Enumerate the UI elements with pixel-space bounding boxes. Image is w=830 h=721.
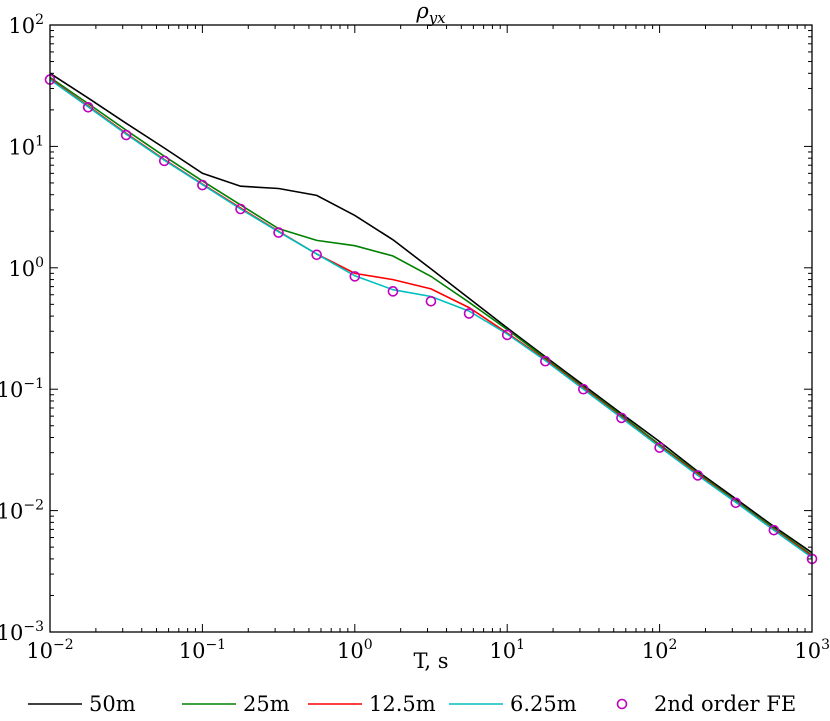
x-tick-label: 100 xyxy=(337,637,373,663)
y-tick-label: 100 xyxy=(8,255,44,281)
legend: 50m 25m 12.5m 6.25m 2nd order FE xyxy=(28,692,796,716)
fe-marker xyxy=(387,286,399,297)
y-tick-label: 102 xyxy=(8,12,44,38)
fe-marker xyxy=(158,155,170,167)
plot-frame xyxy=(49,24,813,633)
x-tick-label: 10−1 xyxy=(179,637,226,663)
y-tick-label: 10−2 xyxy=(0,498,44,524)
fe-marker xyxy=(654,442,665,453)
y-tick-labels: 10−3 10−2 10−1 100 101 102 xyxy=(0,12,44,645)
y-tick-label: 10−1 xyxy=(0,376,44,402)
series-line-6-25m xyxy=(49,78,813,559)
x-axis-label: T, s xyxy=(413,649,448,673)
fe-marker xyxy=(311,249,322,261)
y-tick-label: 10−3 xyxy=(0,619,44,645)
series-line-25m xyxy=(49,76,813,556)
legend-label: 2nd order FE xyxy=(654,692,796,716)
fe-marker xyxy=(730,497,742,509)
fe-marker xyxy=(692,470,704,481)
legend-label: 50m xyxy=(89,692,136,716)
chart-title: ρyx xyxy=(415,0,446,27)
fe-marker xyxy=(349,271,361,282)
legend-label: 6.25m xyxy=(510,692,577,716)
plot-lines xyxy=(49,72,813,559)
legend-label: 12.5m xyxy=(369,692,436,716)
fe-marker xyxy=(501,329,513,341)
fe-marker xyxy=(120,129,132,141)
series-line-12-5m xyxy=(49,78,813,557)
fe-marker xyxy=(425,295,437,307)
x-tick-label: 102 xyxy=(642,637,678,663)
fe-marker xyxy=(768,524,780,536)
fe-marker xyxy=(273,227,284,238)
series-line-50m xyxy=(49,72,813,554)
fe-marker xyxy=(235,203,246,215)
fe-marker xyxy=(197,179,208,191)
legend-swatch xyxy=(616,698,628,710)
plot-markers xyxy=(44,74,818,565)
fe-marker xyxy=(616,412,627,424)
fe-marker xyxy=(540,355,551,367)
x-tick-label: 101 xyxy=(489,637,525,663)
x-tick-labels: 10−2 10−1 100 101 102 103 xyxy=(26,637,830,663)
x-tick-label: 10−2 xyxy=(26,637,73,663)
legend-label: 25m xyxy=(243,692,290,716)
fe-marker xyxy=(82,101,94,113)
x-tick-label: 103 xyxy=(794,637,830,663)
y-tick-label: 101 xyxy=(8,133,44,159)
axis-ticks xyxy=(49,24,813,633)
fe-marker xyxy=(463,308,475,319)
fe-marker xyxy=(578,383,589,395)
